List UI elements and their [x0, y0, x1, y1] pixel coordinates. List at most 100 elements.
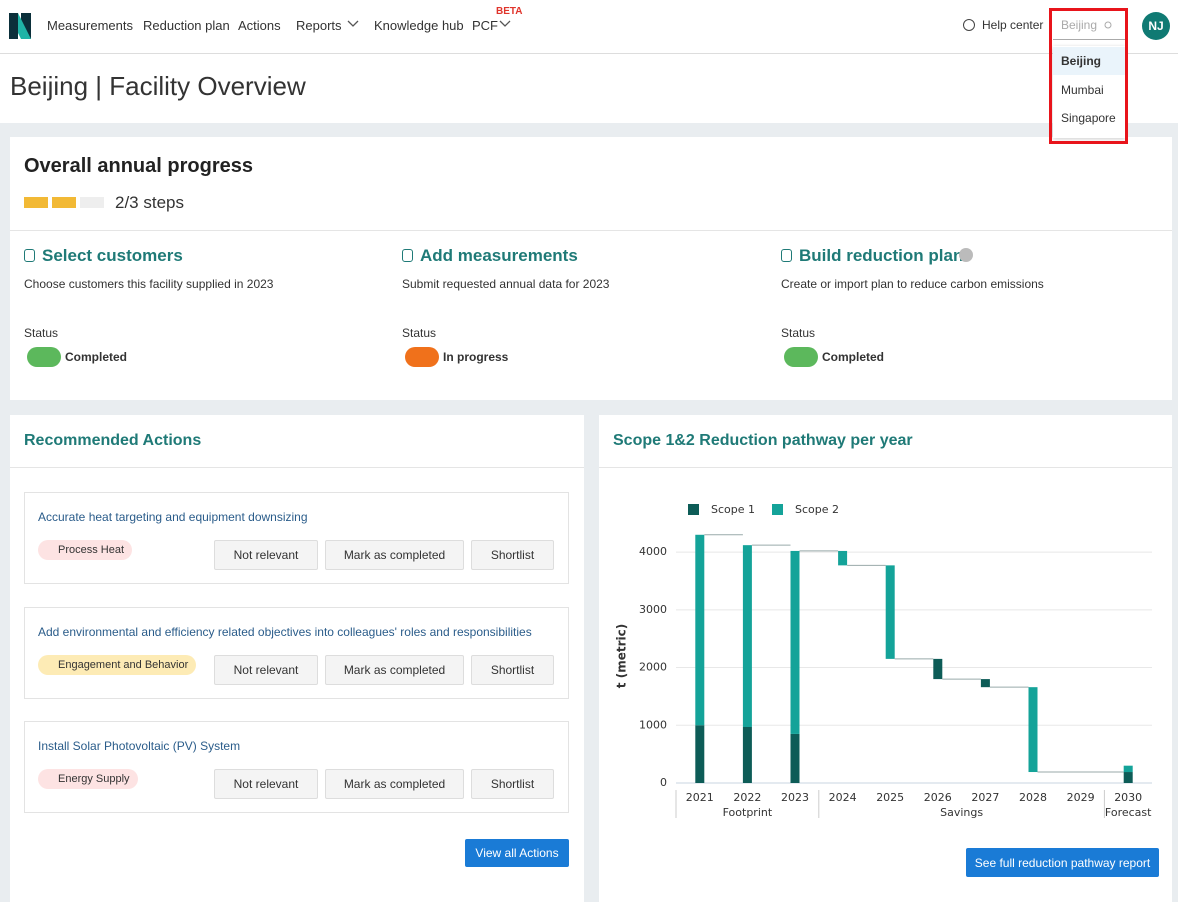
bar-segment	[838, 550, 848, 566]
step-title[interactable]: Add measurements	[420, 246, 578, 265]
top-nav	[0, 0, 1178, 54]
nav-item[interactable]: PCF	[472, 18, 498, 33]
status-label: Status	[24, 326, 59, 340]
bar-segment	[1028, 687, 1038, 773]
progress-segment	[24, 197, 48, 208]
dropdown-option[interactable]: Singapore	[1061, 111, 1116, 125]
action-tag: Process Heat	[38, 540, 133, 560]
step-icon	[402, 249, 413, 262]
x-tick-label: 2026	[924, 791, 952, 804]
progress-steps: 2/3 steps	[115, 193, 184, 212]
status-text: Completed	[65, 350, 128, 364]
chart-card	[599, 415, 1172, 902]
action-item	[24, 721, 569, 813]
bar-segment	[742, 545, 752, 728]
y-axis-label: t (metric)	[615, 624, 629, 688]
chevron	[499, 20, 511, 27]
avatar[interactable]: NJ	[1142, 12, 1170, 40]
title-band	[0, 54, 1178, 123]
nav-item[interactable]: Reports	[296, 18, 342, 33]
status-text: In progress	[443, 350, 509, 364]
action-button[interactable]: Not relevant	[214, 769, 318, 799]
dropdown-option[interactable]: Beijing	[1053, 47, 1125, 75]
x-tick-label: 2025	[876, 791, 904, 804]
x-tick-label: 2028	[1019, 791, 1047, 804]
bar-segment	[1123, 772, 1133, 783]
page-title: Beijing | Facility Overview	[10, 71, 306, 101]
action-button[interactable]: Not relevant	[214, 654, 318, 685]
legend-label: Scope 1	[711, 503, 755, 516]
nav-item[interactable]: Measurements	[47, 18, 133, 33]
status-label: Status	[781, 326, 816, 340]
progress-title: Overall annual progress	[24, 155, 253, 177]
legend-swatch	[688, 504, 699, 515]
progress-segment	[52, 197, 76, 208]
x-tick-label: 2021	[686, 791, 714, 804]
status-pill	[27, 347, 61, 367]
bar-segment	[742, 727, 752, 783]
y-tick-label: 0	[660, 776, 667, 789]
x-tick-label: 2029	[1067, 791, 1095, 804]
divider	[10, 230, 1172, 231]
y-tick-label: 4000	[639, 545, 667, 558]
legend-label: Scope 2	[795, 503, 839, 516]
nav-item[interactable]: Actions	[238, 18, 281, 33]
progress-card	[10, 137, 1172, 400]
action-tag: Engagement and Behavior	[38, 654, 197, 675]
group-label: Forecast	[1105, 806, 1152, 819]
action-button[interactable]: Mark as completed	[325, 540, 464, 570]
step-title[interactable]: Build reduction plan	[799, 246, 964, 265]
status-pill	[405, 347, 439, 367]
action-title[interactable]: Add environmental and efficiency related…	[38, 624, 532, 639]
bar-segment	[695, 725, 705, 783]
help-link[interactable]: Help center	[982, 18, 1044, 32]
x-tick-label: 2022	[733, 791, 761, 804]
x-tick-label: 2030	[1114, 791, 1142, 804]
nav-item[interactable]: Reduction plan	[143, 18, 230, 33]
status-pill	[784, 347, 818, 367]
report-button[interactable]: See full reduction pathway report	[966, 848, 1159, 877]
bar-segment	[790, 733, 800, 783]
action-button[interactable]: Mark as completed	[325, 769, 464, 799]
search-box[interactable]: Beijing	[1053, 12, 1125, 40]
status-text: Completed	[822, 350, 885, 364]
step-description: Choose customers this facility supplied …	[24, 277, 274, 291]
logo[interactable]	[9, 13, 31, 39]
bar-segment	[980, 679, 990, 688]
bar-segment	[790, 550, 800, 734]
action-button[interactable]: Shortlist	[471, 769, 554, 799]
step-title[interactable]: Select customers	[42, 246, 183, 265]
action-item	[24, 606, 569, 699]
action-button[interactable]: Shortlist	[471, 654, 554, 685]
beta-badge: BETA	[496, 6, 523, 17]
progress-segment	[80, 197, 104, 208]
bar-segment	[1123, 765, 1133, 773]
y-tick-label: 3000	[639, 603, 667, 616]
y-tick-label: 2000	[639, 661, 667, 674]
action-title[interactable]: Accurate heat targeting and equipment do…	[38, 510, 308, 524]
step-description: Create or import plan to reduce carbon e…	[781, 277, 1044, 291]
step-icon	[24, 249, 35, 262]
view-all-button[interactable]: View all Actions	[465, 839, 569, 867]
chevron	[347, 20, 359, 27]
divider	[599, 467, 1172, 468]
bar-segment	[885, 565, 895, 659]
legend-swatch	[772, 504, 783, 515]
dropdown-option[interactable]: Mumbai	[1061, 82, 1104, 97]
nav-item[interactable]: Knowledge hub	[374, 18, 464, 33]
actions-title: Recommended Actions	[24, 432, 202, 449]
bar-segment	[695, 534, 705, 726]
x-tick-label: 2023	[781, 791, 809, 804]
action-button[interactable]: Mark as completed	[325, 654, 464, 685]
action-button[interactable]: Shortlist	[471, 540, 554, 570]
action-tag: Energy Supply	[38, 769, 138, 789]
action-button[interactable]: Not relevant	[214, 540, 318, 570]
action-title[interactable]: Install Solar Photovoltaic (PV) System	[38, 739, 241, 753]
group-label: Footprint	[723, 806, 773, 819]
help-icon	[959, 248, 973, 262]
x-tick-label: 2024	[829, 791, 857, 804]
action-item	[24, 492, 569, 584]
help-icon	[963, 19, 975, 31]
